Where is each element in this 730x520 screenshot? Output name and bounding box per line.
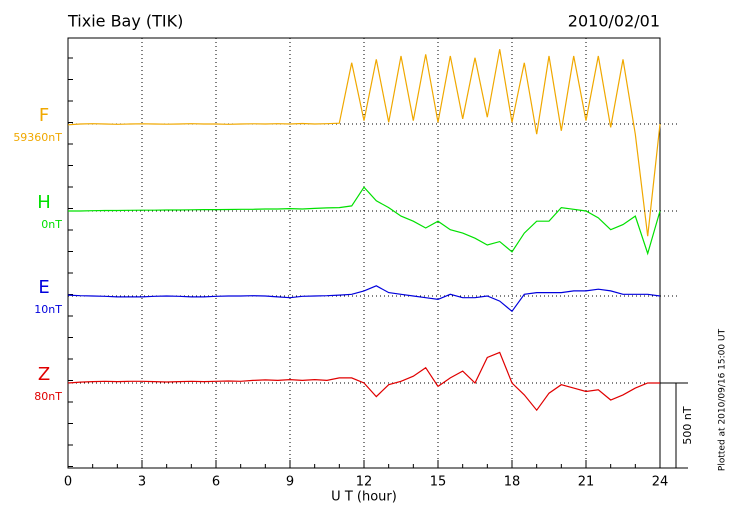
series-offset: 80nT [34,390,62,403]
x-tick-label: 18 [504,475,521,490]
x-tick-label: 9 [286,475,294,490]
series-name: H [37,192,51,213]
series-line [67,285,661,313]
x-tick-label: 0 [64,475,72,490]
series-offset: 10nT [34,303,62,316]
x-tick-label: 15 [430,475,447,490]
series-name: F [39,105,49,126]
series-offset: 0nT [41,218,62,231]
x-tick-label: 3 [138,475,146,490]
x-tick-label: 6 [212,475,220,490]
series-line [67,49,661,237]
plot-footer: Plotted at 2010/09/16 15:00 UT [718,328,728,471]
scale-bar-label: 500 nT [681,406,694,444]
series-line [68,186,661,256]
x-tick-label: 24 [652,475,669,490]
chart-date: 2010/02/01 [568,12,660,31]
x-tick-label: 12 [356,475,373,490]
series-name: Z [38,364,50,385]
series-name: E [38,277,49,298]
x-axis-label: U T (hour) [331,490,397,505]
chart-title: Tixie Bay (TIK) [67,12,183,31]
x-tick-label: 21 [578,475,595,490]
series-offset: 59360nT [13,131,62,144]
series-line [67,351,660,412]
